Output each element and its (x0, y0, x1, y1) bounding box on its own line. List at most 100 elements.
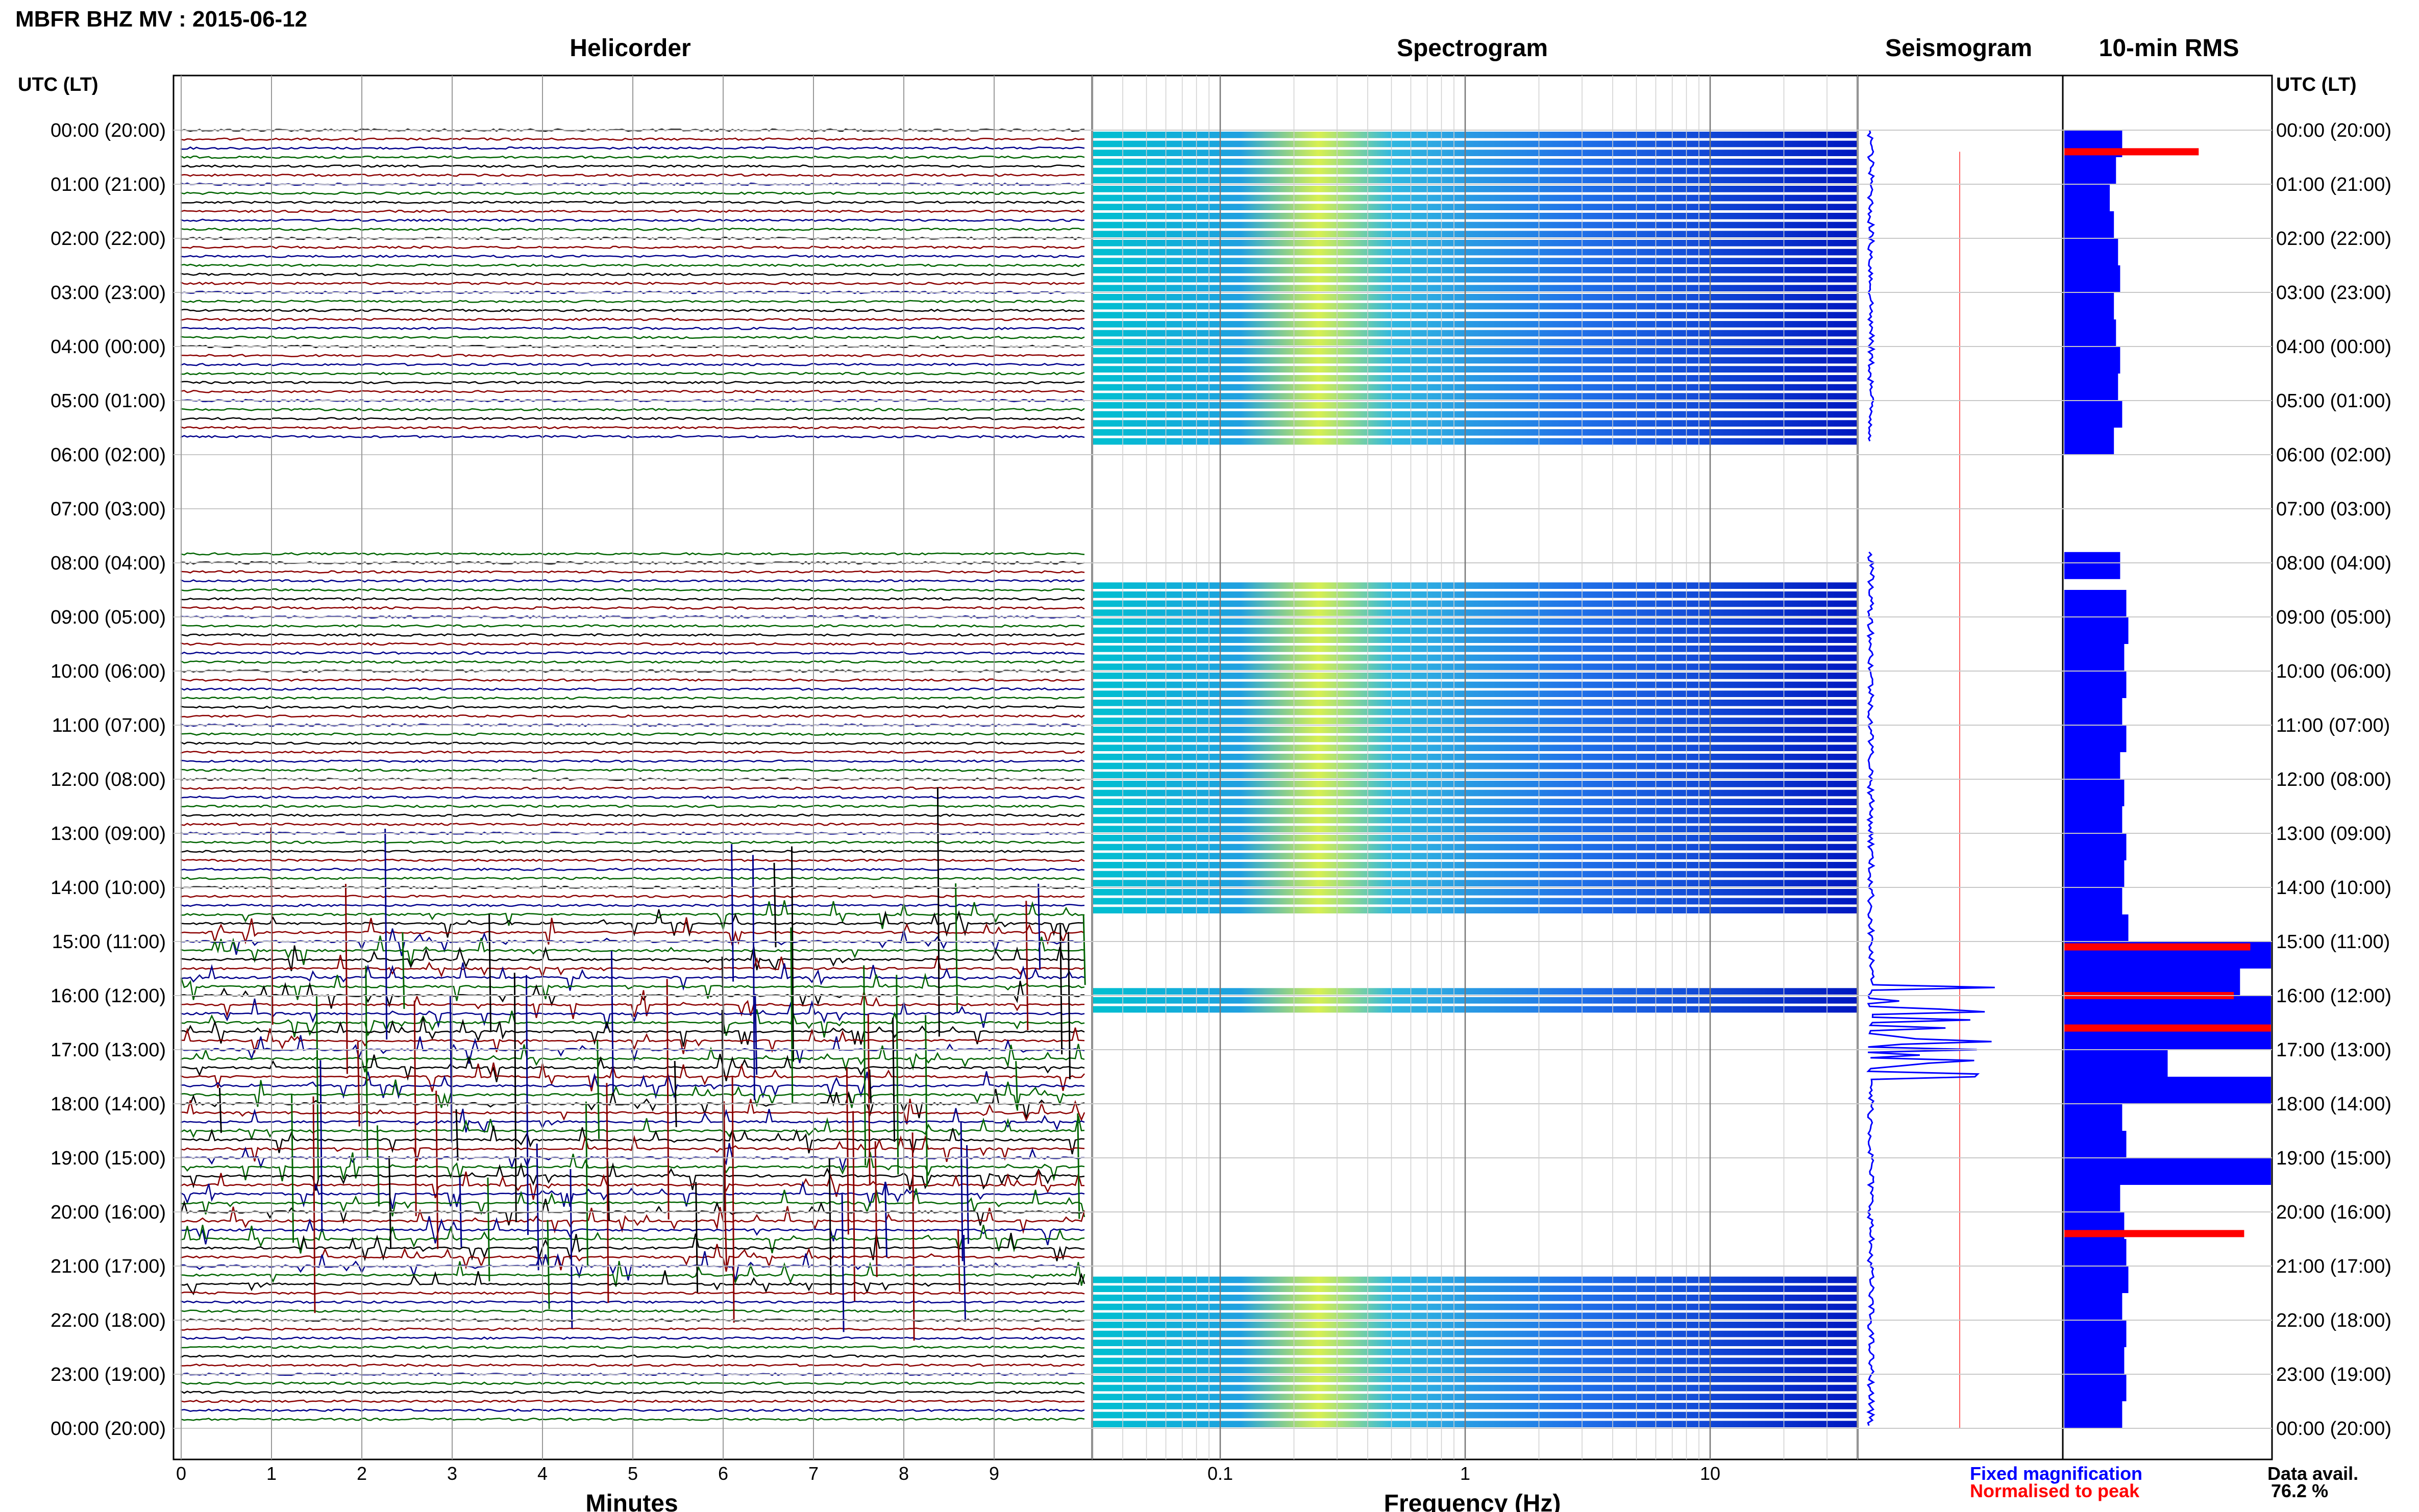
helicorder-trace (180, 1188, 1085, 1218)
time-label: 13:00 (09:00) (51, 823, 166, 845)
helicorder-trace (180, 1270, 1085, 1296)
helicorder-trace (180, 813, 1085, 817)
time-label: 08:00 (04:00) (2276, 553, 2391, 574)
rms-bar (2064, 698, 2122, 725)
rms-bar (2064, 157, 2116, 184)
helicorder-trace (180, 588, 1085, 592)
minute-tick-label: 7 (808, 1463, 819, 1484)
helicorder-title: Helicorder (570, 35, 690, 62)
helicorder-trace (180, 1134, 1085, 1162)
data-availability-label: Data avail. (2267, 1463, 2358, 1484)
rms-title: 10-min RMS (2099, 35, 2239, 62)
helicorder-spike (936, 787, 940, 1037)
minute-tick-label: 8 (899, 1463, 909, 1484)
spectrogram-row (1093, 654, 1857, 661)
rms-bar (2064, 1050, 2168, 1077)
time-label: 17:00 (13:00) (2276, 1039, 2391, 1061)
spectrogram-row (1093, 285, 1857, 291)
spectrogram-title: Spectrogram (1397, 35, 1548, 62)
spectrogram-row (1093, 357, 1857, 364)
spectrogram-row (1093, 384, 1857, 391)
helicorder-trace (180, 1381, 1085, 1385)
spectrogram-row (1093, 1403, 1857, 1409)
helicorder-trace (180, 1399, 1085, 1403)
time-label: 07:00 (03:00) (2276, 499, 2391, 520)
helicorder-trace (180, 597, 1085, 601)
helicorder-spike (1068, 932, 1071, 1080)
spectrogram-row (1093, 366, 1857, 373)
helicorder-spike (316, 996, 319, 1179)
helicorder-trace (180, 1244, 1085, 1272)
rms-bar (2064, 1185, 2120, 1212)
rms-bar (2064, 401, 2122, 428)
time-label: 19:00 (15:00) (2276, 1148, 2391, 1169)
time-label: 13:00 (09:00) (2276, 823, 2391, 845)
spectrogram-row (1093, 1295, 1857, 1301)
helicorder-trace (180, 218, 1085, 222)
spectrogram-row (1093, 799, 1857, 805)
spectrogram-row (1093, 1312, 1857, 1319)
spectrogram-row (1093, 321, 1857, 328)
utc-header-right: UTC (LT) (2276, 74, 2357, 95)
time-label: 08:00 (04:00) (51, 553, 166, 574)
helicorder-spike (896, 975, 899, 1175)
helicorder-trace (180, 917, 1085, 946)
helicorder-spike (376, 1125, 380, 1207)
spectrogram-row (1093, 700, 1857, 706)
rms-bar (2064, 552, 2120, 579)
helicorder-spike (791, 846, 794, 1062)
rms-bar (2064, 292, 2114, 319)
rms-normalised-bar (2064, 148, 2199, 156)
helicorder-spike (955, 883, 958, 1012)
helicorder-spike (585, 1101, 588, 1267)
helicorder-spike (841, 1194, 845, 1332)
data-availability-value: 76.2 % (2271, 1480, 2328, 1501)
helicorder-spike (570, 1169, 573, 1329)
rms-bar (2064, 617, 2129, 644)
spectrogram-row (1093, 411, 1857, 418)
helicorder-trace (180, 1071, 1085, 1099)
helicorder-trace (180, 750, 1085, 754)
rms-bar (2064, 1347, 2125, 1374)
spectrogram-row (1093, 420, 1857, 427)
spectrogram-row (1093, 402, 1857, 409)
spectrogram-row (1093, 294, 1857, 301)
time-label: 11:00 (07:00) (52, 715, 166, 736)
rms-frame (2062, 75, 2273, 1460)
helicorder-trace (180, 164, 1085, 168)
spectrogram-row (1093, 348, 1857, 355)
helicorder-spike (752, 855, 755, 1101)
time-label: 02:00 (22:00) (2276, 228, 2391, 250)
rms-bar (2064, 996, 2271, 1023)
time-axis-right: 00:00 (20:00) 01:00 (21:00) 02:00 (22:00) 0… (2276, 120, 2391, 1440)
helicorder-spike (610, 951, 614, 1093)
spectrogram-row (1093, 690, 1857, 697)
spectrogram-row (1093, 762, 1857, 770)
rms-bar (2064, 319, 2116, 346)
helicorder-trace (180, 777, 1085, 781)
rms-bar (2064, 238, 2118, 265)
spectrogram-row (1093, 754, 1857, 760)
rms-bar (2064, 779, 2125, 806)
spectrogram-row (1093, 438, 1857, 445)
helicorder-trace (180, 300, 1085, 303)
rms-bar (2064, 969, 2240, 996)
seismogram-panel (1866, 130, 1995, 1428)
helicorder-trace (180, 955, 1085, 979)
spectrogram-row (1093, 1421, 1857, 1427)
legend-normalised-to-peak: Normalised to peak (1970, 1480, 2140, 1501)
spectrogram-row (1093, 1330, 1857, 1337)
helicorder-trace (180, 876, 1084, 880)
time-label: 10:00 (06:00) (51, 661, 166, 682)
helicorder-spike (547, 1220, 550, 1309)
helicorder-trace (180, 904, 1085, 907)
helicorder-spike (724, 1206, 728, 1268)
minute-tick-label: 2 (357, 1463, 367, 1484)
helicorder-trace (180, 1309, 1085, 1313)
helicorder-spike (449, 995, 453, 1143)
helicorder-trace (180, 381, 1085, 385)
helicorder-trace (180, 281, 1085, 285)
helicorder-trace (180, 1390, 1085, 1394)
helicorder-trace (180, 867, 1085, 872)
time-label: 00:00 (20:00) (2276, 120, 2391, 141)
